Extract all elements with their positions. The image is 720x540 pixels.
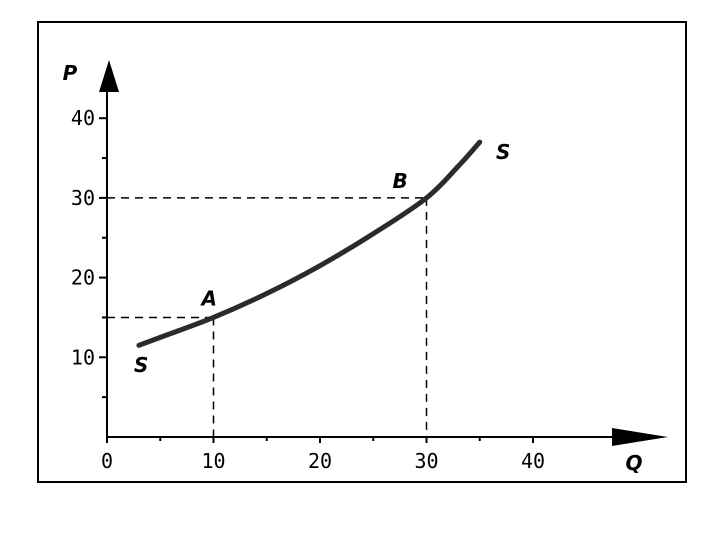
x-axis-arrow <box>612 428 668 446</box>
x-tick-label: 0 <box>101 449 113 473</box>
x-tick-label: 10 <box>201 449 225 473</box>
ticks: 0 10 20 30 40 10 20 30 40 <box>71 106 545 473</box>
curve-label-start: S <box>134 353 148 377</box>
labels: P Q S S A B <box>63 61 643 475</box>
x-tick-label: 40 <box>521 449 545 473</box>
y-axis-arrow <box>99 60 119 92</box>
y-tick-label: 30 <box>71 186 95 210</box>
guide-lines <box>107 197 428 437</box>
x-axis-label: Q <box>625 451 642 475</box>
y-axis-label: P <box>63 61 78 85</box>
chart-frame <box>37 21 687 483</box>
y-tick-label: 20 <box>71 266 95 290</box>
x-tick-label: 20 <box>308 449 332 473</box>
y-tick-label: 40 <box>71 106 95 130</box>
point-label-b: B <box>393 169 408 193</box>
y-tick-label: 10 <box>71 345 95 369</box>
supply-curve-line <box>136 139 483 348</box>
curve-label-end: S <box>496 140 510 164</box>
x-tick-label: 30 <box>414 449 438 473</box>
point-label-a: A <box>200 286 217 310</box>
supply-curve-layer <box>136 139 483 348</box>
